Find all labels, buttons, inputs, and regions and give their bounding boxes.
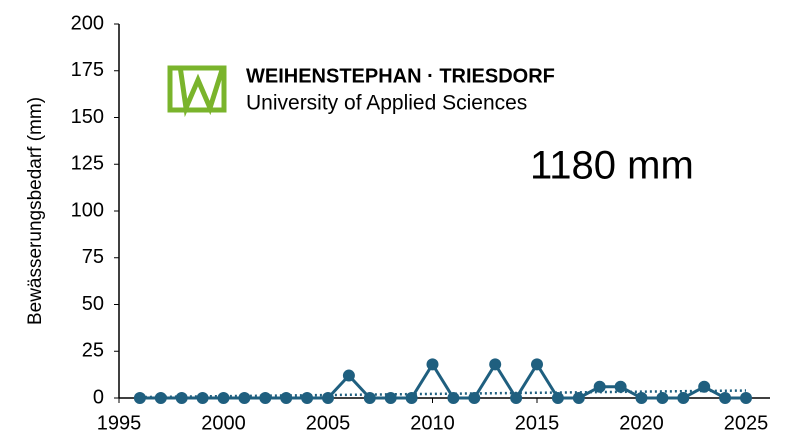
point xyxy=(133,392,146,404)
y-tick-label: 75 xyxy=(82,246,104,268)
point xyxy=(489,358,502,371)
y-tick-label: 200 xyxy=(71,12,104,34)
y-tick-label: 50 xyxy=(82,293,104,315)
y-axis-label: Bewässerungsbedarf (mm) xyxy=(25,97,46,325)
logo-title: WEIHENSTEPHAN · TRIESDORF xyxy=(246,65,555,87)
point xyxy=(447,392,460,404)
point xyxy=(656,392,669,404)
point xyxy=(322,392,334,404)
x-tick-label: 2020 xyxy=(619,412,664,434)
line xyxy=(139,361,746,401)
point xyxy=(217,392,230,404)
y-tick-label: 150 xyxy=(71,106,104,128)
point xyxy=(572,392,585,404)
point xyxy=(301,392,314,404)
y-tick-label: 175 xyxy=(71,59,104,81)
x-tick-label: 2005 xyxy=(306,412,351,434)
x-tick-label: 2025 xyxy=(724,412,769,434)
point xyxy=(259,392,272,404)
point xyxy=(531,358,543,371)
y-tick-label: 100 xyxy=(71,199,104,221)
point xyxy=(280,392,293,404)
point xyxy=(426,358,439,371)
point xyxy=(677,392,690,404)
annotation: 1180 mm xyxy=(530,144,694,188)
point xyxy=(740,392,752,404)
x-tick-label: 2015 xyxy=(515,412,560,434)
point xyxy=(363,392,376,404)
logo-icon xyxy=(167,65,227,118)
logo-subtitle: University of Applied Sciences xyxy=(246,92,527,115)
point xyxy=(635,392,648,404)
point xyxy=(384,392,397,404)
point xyxy=(593,380,606,393)
y-tick-label: 25 xyxy=(82,340,104,362)
point xyxy=(342,369,355,382)
point xyxy=(614,380,627,393)
point xyxy=(175,392,188,404)
point xyxy=(719,392,732,404)
point xyxy=(405,392,418,404)
x-tick-label: 2000 xyxy=(201,412,246,434)
point xyxy=(698,380,711,393)
point xyxy=(196,392,209,404)
point xyxy=(551,392,564,404)
x-tick-label: 1995 xyxy=(97,412,142,434)
point xyxy=(468,392,481,404)
point xyxy=(238,392,251,404)
x-tick-label: 2010 xyxy=(410,412,455,434)
y-tick-label: 0 xyxy=(93,386,104,408)
y-tick-label: 125 xyxy=(71,153,104,175)
point xyxy=(510,392,523,404)
point xyxy=(154,392,167,404)
trend-line xyxy=(139,389,747,399)
